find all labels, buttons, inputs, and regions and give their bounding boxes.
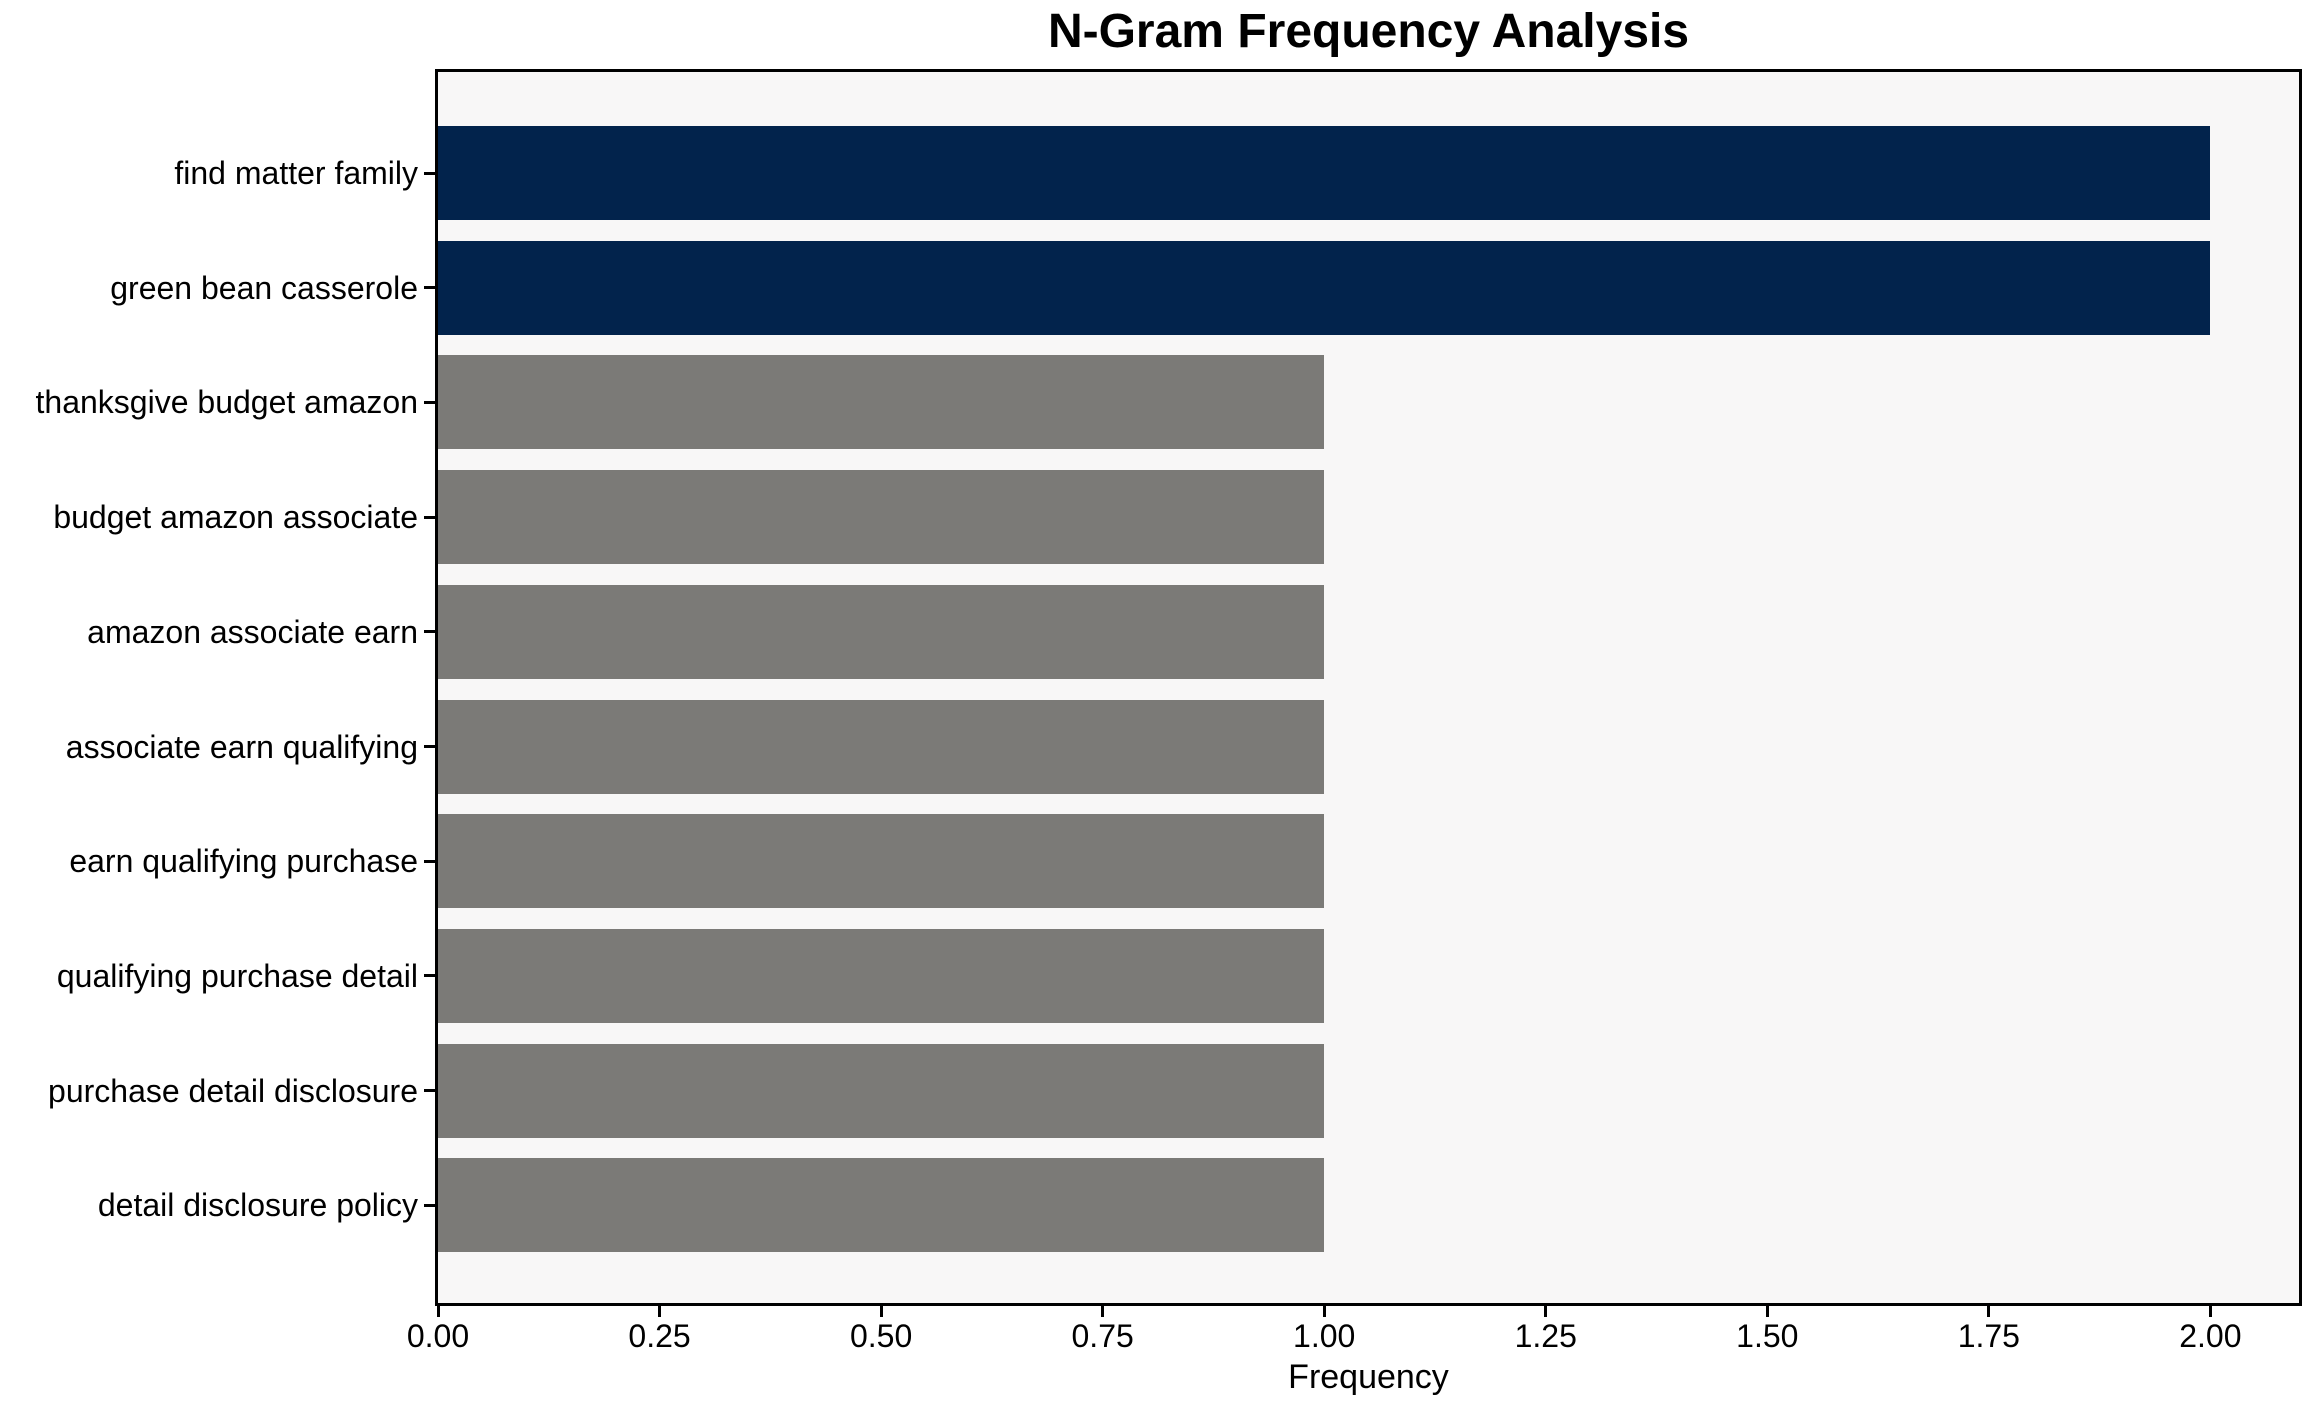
bar-6 [438,699,1325,794]
y-tick-label-4: budget amazon associate [53,499,418,536]
x-axis-label: Frequency [1288,1358,1449,1396]
x-tick-label-8: 1.75 [1957,1318,2020,1354]
bar-5 [438,584,1325,679]
y-tick-label-10: detail disclosure policy [97,1187,418,1224]
x-tick-mark-8 [1987,1306,1991,1317]
y-tick-label-7: earn qualifying purchase [69,843,418,880]
x-tick-label-2: 0.25 [628,1318,691,1354]
bar-7 [438,814,1325,909]
x-tick-label-5: 1.00 [1293,1318,1356,1354]
x-tick-mark-1 [436,1306,440,1317]
y-tick-mark-7 [424,859,436,863]
plot-area [435,69,2302,1306]
y-tick-mark-5 [424,630,436,634]
bar-4 [438,470,1325,565]
y-tick-mark-10 [424,1203,436,1207]
x-tick-label-3: 0.50 [849,1318,913,1354]
x-tick-label-6: 1.25 [1514,1318,1577,1354]
y-tick-label-8: qualifying purchase detail [56,957,418,994]
y-tick-mark-8 [424,974,436,978]
y-tick-mark-6 [424,745,436,748]
x-tick-label-9: 2.00 [2179,1318,2242,1354]
y-tick-label-5: amazon associate earn [87,613,418,650]
x-tick-mark-6 [1544,1306,1548,1317]
bar-1 [438,126,2211,220]
bar-9 [438,1043,1325,1138]
x-tick-mark-4 [1101,1306,1105,1317]
bar-10 [438,1158,1325,1253]
x-tick-mark-7 [1765,1306,1769,1317]
y-tick-label-9: purchase detail disclosure [48,1072,418,1109]
bar-3 [438,355,1325,450]
y-tick-label-6: associate earn qualifying [65,728,418,765]
bar-2 [438,240,2211,335]
y-tick-mark-4 [424,515,436,519]
y-tick-label-3: thanksgive budget amazon [35,384,418,421]
x-tick-mark-3 [879,1306,883,1317]
x-tick-label-1: 0.00 [406,1318,470,1354]
x-tick-label-4: 0.75 [1071,1318,1134,1354]
chart-title: N-Gram Frequency Analysis [1047,5,1690,58]
x-tick-label-7: 1.50 [1736,1318,1799,1354]
x-tick-mark-2 [658,1306,662,1317]
y-tick-label-1: find matter family [174,155,418,191]
y-tick-mark-2 [424,286,436,290]
y-tick-mark-9 [424,1089,436,1093]
x-tick-mark-9 [2208,1306,2212,1317]
y-tick-mark-3 [424,400,436,404]
y-tick-mark-1 [424,171,436,175]
x-tick-mark-5 [1322,1306,1326,1317]
y-tick-label-2: green bean casserole [110,269,418,306]
bar-8 [438,928,1325,1023]
